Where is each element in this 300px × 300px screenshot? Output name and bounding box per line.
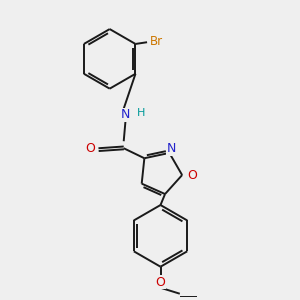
Text: N: N [167,142,176,155]
Text: Br: Br [150,35,163,48]
Text: O: O [156,276,166,289]
Text: O: O [85,142,95,155]
Text: H: H [137,108,146,118]
Text: N: N [121,108,130,122]
Text: O: O [187,169,197,182]
